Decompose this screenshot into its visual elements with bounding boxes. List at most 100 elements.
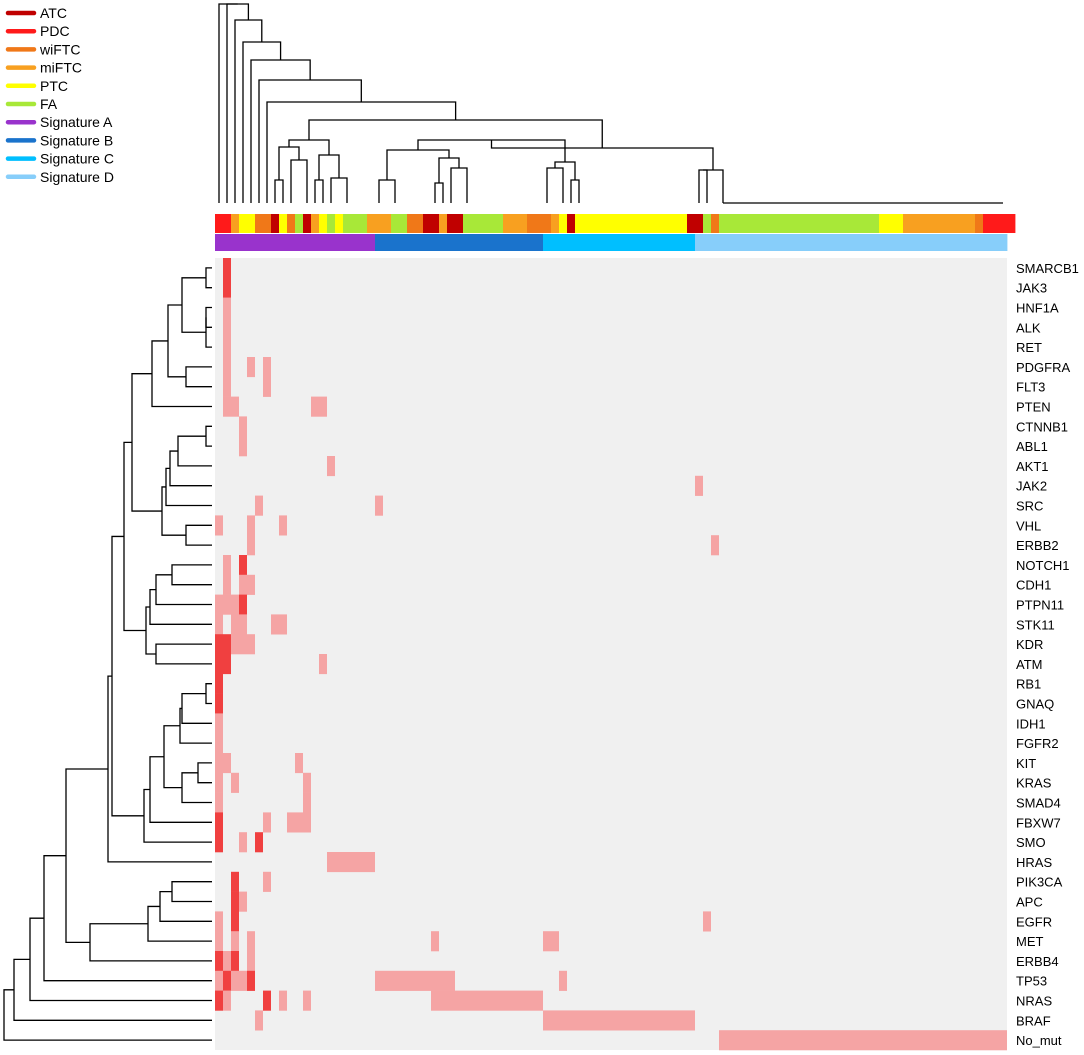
legend-label-fa: FA bbox=[40, 96, 58, 112]
row-dendrogram-branch bbox=[43, 855, 212, 982]
cell-kras bbox=[215, 772, 223, 793]
histology-segment-fa bbox=[295, 214, 304, 233]
cell-tp53 bbox=[215, 970, 223, 991]
cell-pdgfra bbox=[263, 357, 271, 378]
gene-label-braf: BRAF bbox=[1016, 1013, 1051, 1028]
cell-tp53 bbox=[559, 970, 567, 991]
cell-no-mut bbox=[719, 1030, 1007, 1051]
legend-label-miftc: miFTC bbox=[40, 60, 82, 76]
histology-segment-ptc bbox=[239, 214, 256, 233]
histology-segment-wiftc bbox=[711, 214, 720, 233]
cell-atm bbox=[215, 654, 231, 675]
row-dendrogram-branch bbox=[205, 425, 212, 447]
gene-label-alk: ALK bbox=[1016, 320, 1041, 335]
cell-idh1 bbox=[215, 713, 223, 734]
cell-nras bbox=[223, 990, 231, 1011]
gene-label-smarcb1: SMARCB1 bbox=[1016, 261, 1079, 276]
column-dendrogram-branch bbox=[226, 3, 250, 203]
gene-label-jak2: JAK2 bbox=[1016, 479, 1047, 494]
gene-label-abl1: ABL1 bbox=[1016, 439, 1048, 454]
histology-segment-miftc bbox=[231, 214, 240, 233]
row-dendrogram bbox=[3, 267, 212, 1041]
signature-segment-signature-c bbox=[543, 234, 696, 251]
row-dendrogram-branch bbox=[155, 643, 212, 665]
row-dendrogram-branch bbox=[185, 366, 212, 388]
row-dendrogram-branch bbox=[171, 564, 212, 586]
cell-braf bbox=[543, 1010, 695, 1031]
legend-label-wiftc: wiFTC bbox=[39, 41, 80, 57]
legend-label-signature-c: Signature C bbox=[40, 151, 114, 167]
row-dendrogram-branch bbox=[131, 373, 162, 512]
cell-fgfr2 bbox=[215, 733, 223, 754]
histology-segment-fa bbox=[463, 214, 504, 233]
row-dendrogram-branch bbox=[145, 606, 156, 655]
cell-ret bbox=[223, 337, 231, 358]
column-dendrogram-branch bbox=[378, 179, 396, 203]
column-dendrogram-branch bbox=[386, 149, 450, 180]
gene-labels: SMARCB1 JAK3 HNF1A ALK RET PDGFRA FLT3 PTEN CTNN… bbox=[1016, 261, 1079, 1048]
cell-tp53 bbox=[247, 970, 255, 991]
cell-hnf1a bbox=[223, 297, 231, 318]
cell-vhl bbox=[247, 515, 255, 536]
gene-label-stk11: STK11 bbox=[1016, 617, 1055, 632]
cell-pik3ca bbox=[231, 871, 239, 892]
histology-segment-atc bbox=[271, 214, 280, 233]
histology-segment-miftc bbox=[503, 214, 528, 233]
row-dendrogram-branch bbox=[123, 441, 146, 632]
gene-label-kras: KRAS bbox=[1016, 776, 1052, 791]
histology-segment-miftc bbox=[367, 214, 392, 233]
gene-label-kit: KIT bbox=[1016, 756, 1036, 771]
cell-egfr bbox=[215, 911, 223, 932]
cell-notch1 bbox=[223, 555, 231, 576]
histology-segment-pdc bbox=[215, 214, 232, 233]
cell-kdr bbox=[247, 634, 255, 655]
gene-label-fbxw7: FBXW7 bbox=[1016, 815, 1061, 830]
cell-met bbox=[543, 931, 559, 952]
gene-label-idh1: IDH1 bbox=[1016, 716, 1046, 731]
cell-notch1 bbox=[239, 555, 247, 576]
cell-cdh1 bbox=[239, 574, 255, 595]
cell-stk11 bbox=[231, 614, 247, 635]
gene-label-no-mut: No_mut bbox=[1016, 1033, 1062, 1048]
cell-nras bbox=[279, 990, 287, 1011]
gene-label-kdr: KDR bbox=[1016, 637, 1043, 652]
gene-label-pik3ca: PIK3CA bbox=[1016, 875, 1063, 890]
histology-segment-ptc bbox=[879, 214, 904, 233]
gene-label-fgfr2: FGFR2 bbox=[1016, 736, 1059, 751]
row-dendrogram-branch bbox=[149, 589, 212, 625]
cell-erbb2 bbox=[247, 535, 255, 556]
signature-segment-signature-b bbox=[375, 234, 544, 251]
column-dendrogram-branch bbox=[290, 159, 308, 203]
cell-met bbox=[215, 931, 223, 952]
legend-label-signature-a: Signature A bbox=[40, 114, 113, 130]
cell-met bbox=[231, 931, 239, 952]
cell-fbxw7 bbox=[215, 812, 223, 833]
legend-label-signature-d: Signature D bbox=[40, 169, 114, 185]
cell-pdgfra bbox=[223, 357, 231, 378]
histology-segment-ptc bbox=[335, 214, 344, 233]
cell-fbxw7 bbox=[263, 812, 271, 833]
histology-segment-atc bbox=[423, 214, 440, 233]
histology-segment-wiftc bbox=[255, 214, 272, 233]
cell-smo bbox=[255, 832, 263, 853]
row-dendrogram-branch bbox=[167, 304, 186, 378]
histology-segment-miftc bbox=[551, 214, 560, 233]
cell-ptpn11 bbox=[239, 594, 247, 615]
gene-label-pten: PTEN bbox=[1016, 400, 1051, 415]
cell-fbxw7 bbox=[287, 812, 311, 833]
histology-segment-ptc bbox=[319, 214, 328, 233]
cell-kdr bbox=[231, 634, 247, 655]
gene-label-cdh1: CDH1 bbox=[1016, 578, 1051, 593]
row-dendrogram-branch bbox=[159, 890, 212, 922]
histology-segment-atc bbox=[303, 214, 312, 233]
cell-met bbox=[431, 931, 439, 952]
histology-segment-ptc bbox=[575, 214, 688, 233]
histology-segment-miftc bbox=[903, 214, 976, 233]
gene-label-jak3: JAK3 bbox=[1016, 281, 1047, 296]
gene-label-src: SRC bbox=[1016, 499, 1043, 514]
histology-segment-wiftc bbox=[527, 214, 552, 233]
cell-abl1 bbox=[239, 436, 247, 457]
row-dendrogram-branch bbox=[107, 675, 212, 863]
histology-segment-atc bbox=[447, 214, 464, 233]
row-dendrogram-branch bbox=[65, 768, 108, 943]
